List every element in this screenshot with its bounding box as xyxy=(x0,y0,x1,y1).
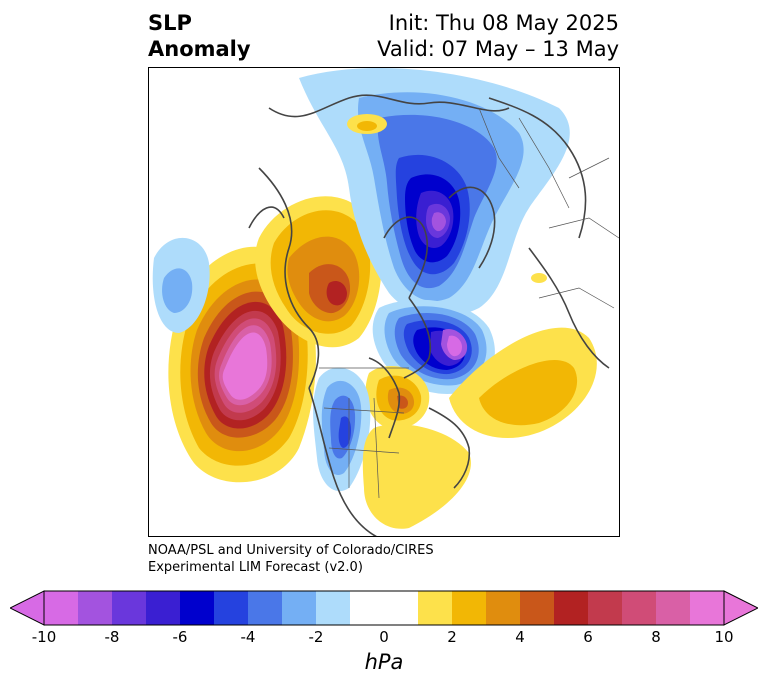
north-pacific-high xyxy=(168,246,316,483)
init-date: Init: Thu 08 May 2025 xyxy=(388,11,619,35)
colorbar-bin xyxy=(588,591,622,625)
colorbar-tick-label: 8 xyxy=(651,628,661,646)
colorbar-extend-high xyxy=(723,590,758,626)
colorbar-bin xyxy=(146,591,180,625)
colorbar-bin xyxy=(248,591,282,625)
colorbar-extend-low xyxy=(10,590,45,626)
valid-range: Valid: 07 May – 13 May xyxy=(377,37,619,61)
credit-line-1: NOAA/PSL and University of Colorado/CIRE… xyxy=(148,543,434,558)
colorbar-bin xyxy=(44,591,78,625)
title-line-type: Anomaly xyxy=(148,37,251,61)
borders xyxy=(319,107,619,499)
colorbar-bin xyxy=(316,591,350,625)
colorbar-bins xyxy=(44,591,724,625)
colorbar-tick-label: -8 xyxy=(104,628,120,646)
colorbar xyxy=(10,590,758,626)
colorbar-tick-label: -6 xyxy=(172,628,188,646)
map-title: SLP Anomaly xyxy=(148,10,251,62)
colorbar-unit-label: hPa xyxy=(364,650,404,674)
title-line-variable: SLP xyxy=(148,11,192,35)
colorbar-bin xyxy=(282,591,316,625)
colorbar-bin xyxy=(418,591,452,625)
colorbar-bin xyxy=(690,591,724,625)
europe-high-spot xyxy=(347,114,547,283)
colorbar-tick-label: -10 xyxy=(31,628,57,646)
credit-line-2: Experimental LIM Forecast (v2.0) xyxy=(148,560,363,575)
colorbar-bin xyxy=(656,591,690,625)
colorbar-bin xyxy=(78,591,112,625)
colorbar-bin xyxy=(520,591,554,625)
western-us-low xyxy=(313,367,371,492)
coastlines xyxy=(248,94,610,536)
map-panel xyxy=(148,67,620,537)
colorbar-tick-label: 0 xyxy=(379,628,389,646)
colorbar-bin xyxy=(486,591,520,625)
east-pacific-low xyxy=(152,237,210,333)
colorbar-tick-label: 6 xyxy=(583,628,593,646)
forecast-dates: Init: Thu 08 May 2025 Valid: 07 May – 13… xyxy=(377,10,619,62)
anomaly-map xyxy=(152,68,619,536)
colorbar-tick-label: 4 xyxy=(515,628,525,646)
colorbar-bin xyxy=(180,591,214,625)
colorbar-bin xyxy=(452,591,486,625)
colorbar-outline xyxy=(43,590,725,626)
colorbar-tick-label: 2 xyxy=(447,628,457,646)
eastern-us-high xyxy=(362,424,471,529)
colorbar-bin xyxy=(622,591,656,625)
colorbar-tick-label: -2 xyxy=(308,628,324,646)
credit-text: NOAA/PSL and University of Colorado/CIRE… xyxy=(148,542,434,576)
colorbar-tick-label: 10 xyxy=(714,628,734,646)
colorbar-bin xyxy=(554,591,588,625)
colorbar-bin xyxy=(112,591,146,625)
colorbar-tick-label: -4 xyxy=(240,628,256,646)
colorbar-bin xyxy=(350,591,418,625)
alaska-siberia-high xyxy=(255,196,382,348)
atlantic-high xyxy=(449,327,597,438)
colorbar-bin xyxy=(214,591,248,625)
